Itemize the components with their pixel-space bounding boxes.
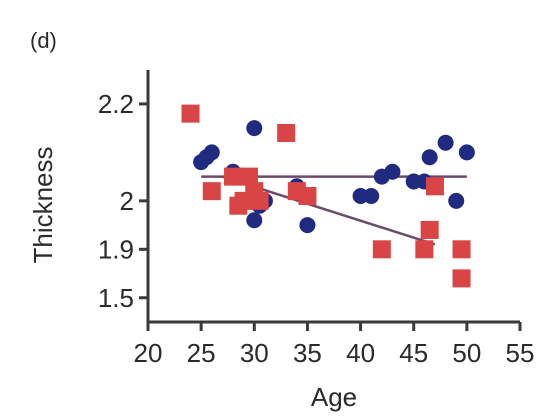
x-tick-label: 35	[293, 338, 322, 368]
data-point-square	[181, 104, 200, 123]
data-point-circle	[246, 120, 263, 137]
x-tick-label: 55	[506, 338, 535, 368]
x-ticks: 20 25 30 35 40 45 50 55	[134, 322, 535, 368]
data-point-circle	[363, 188, 380, 204]
data-point-circle	[203, 144, 220, 161]
y-tick-label: 1.5	[98, 283, 134, 313]
data-point-circle	[299, 217, 316, 234]
data-point-square	[452, 240, 471, 259]
data-point-square	[202, 182, 221, 201]
data-point-square	[298, 187, 317, 205]
x-axis-label: Age	[311, 382, 357, 412]
x-tick-label: 30	[240, 338, 269, 368]
data-point-square	[372, 240, 391, 259]
data-point-square	[425, 177, 444, 196]
x-tick-label: 40	[346, 338, 375, 368]
y-tick-label: 2.2	[98, 89, 134, 119]
data-point-square	[420, 220, 439, 239]
data-point-circle	[246, 212, 263, 229]
y-tick-label: 2	[120, 186, 134, 216]
data-points	[181, 104, 475, 288]
y-tick-label: 1.9	[98, 234, 134, 264]
x-tick-label: 25	[187, 338, 216, 368]
x-tick-label: 20	[134, 338, 163, 368]
data-point-circle	[384, 163, 401, 180]
data-point-square	[452, 269, 471, 288]
data-point-square	[277, 124, 296, 142]
data-point-circle	[448, 192, 465, 209]
x-tick-label: 45	[399, 338, 428, 368]
data-point-square	[250, 191, 269, 210]
panel-label: (d)	[30, 28, 57, 53]
x-tick-label: 50	[452, 338, 481, 368]
data-point-circle	[437, 134, 454, 151]
data-point-circle	[458, 144, 475, 161]
y-axis-label: Thickness	[28, 146, 58, 263]
data-point-circle	[421, 149, 438, 166]
data-point-square	[224, 167, 243, 186]
y-ticks: 1.5 1.9 2 2.2	[98, 89, 148, 313]
data-point-square	[239, 167, 258, 186]
data-point-square	[415, 240, 434, 259]
